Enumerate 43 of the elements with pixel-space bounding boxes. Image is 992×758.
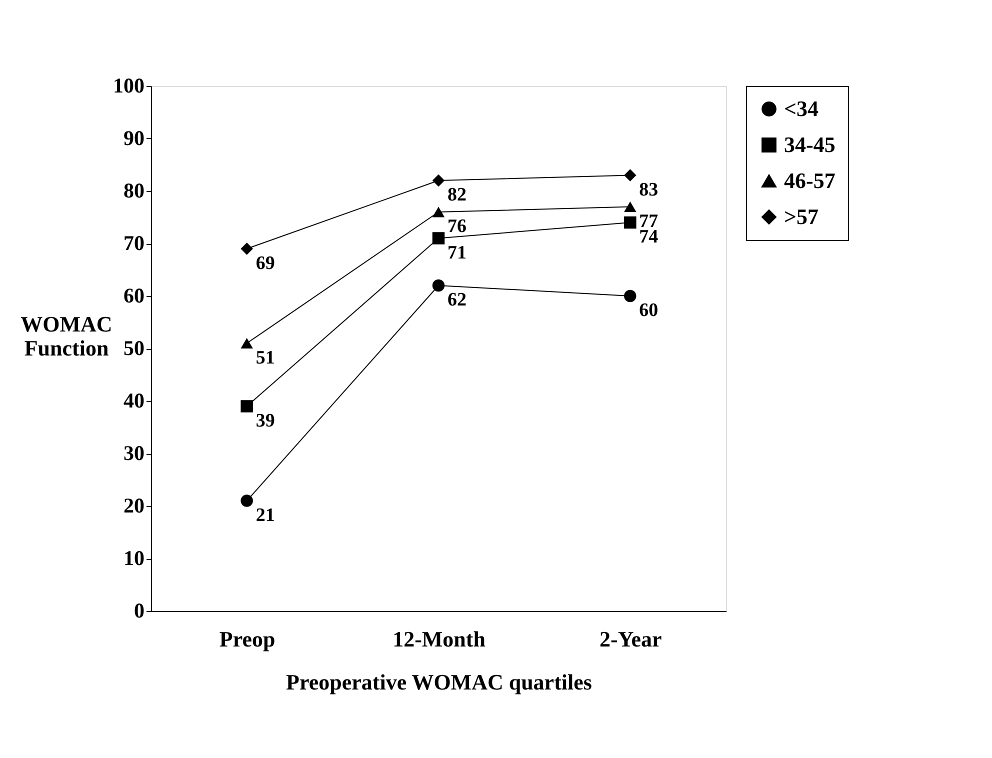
x-tick-label: 12-Month — [392, 626, 486, 652]
x-tick-label: Preop — [219, 626, 276, 652]
legend-label: 34-45 — [784, 132, 836, 157]
point — [624, 201, 636, 212]
point — [432, 279, 445, 292]
y-tick-label: 30 — [124, 441, 144, 465]
data-label: 76 — [448, 216, 466, 237]
point — [240, 494, 253, 507]
data-label: 21 — [256, 504, 275, 526]
x-axis-title: Preoperative WOMAC quartiles — [286, 670, 592, 694]
point — [624, 290, 636, 302]
point — [624, 169, 636, 182]
data-label: 83 — [639, 179, 658, 200]
y-tick-label: 40 — [124, 388, 144, 412]
data-label: 39 — [256, 410, 275, 432]
point — [432, 206, 445, 218]
y-tick-label: 50 — [124, 336, 144, 360]
point — [240, 242, 253, 255]
x-tick-label: 2-Year — [600, 626, 662, 652]
point — [432, 232, 445, 244]
data-label: 71 — [448, 242, 466, 264]
legend-label: <34 — [784, 96, 819, 121]
y-axis-title: WOMAC Function — [20, 312, 112, 360]
point — [432, 174, 445, 187]
data-label: 74 — [639, 226, 659, 248]
y-tick-label: 0 — [134, 598, 144, 622]
data-label: 60 — [639, 300, 658, 321]
y-tick-label: 20 — [124, 494, 144, 518]
data-label: 51 — [256, 347, 275, 368]
data-label: 82 — [448, 184, 466, 206]
data-label: 62 — [448, 290, 466, 310]
y-tick-label: 80 — [124, 178, 144, 202]
point — [240, 338, 253, 349]
y-tick-label: 10 — [124, 546, 144, 570]
legend-label: 46-57 — [784, 168, 836, 193]
y-tick-label: 100 — [113, 74, 144, 98]
point — [240, 400, 253, 412]
point — [624, 216, 636, 229]
y-tick-label: 70 — [124, 231, 144, 255]
data-label: 69 — [256, 252, 275, 274]
y-tick-label: 90 — [124, 126, 144, 150]
legend-label: >57 — [784, 204, 819, 229]
y-tick-label: 60 — [124, 284, 144, 308]
